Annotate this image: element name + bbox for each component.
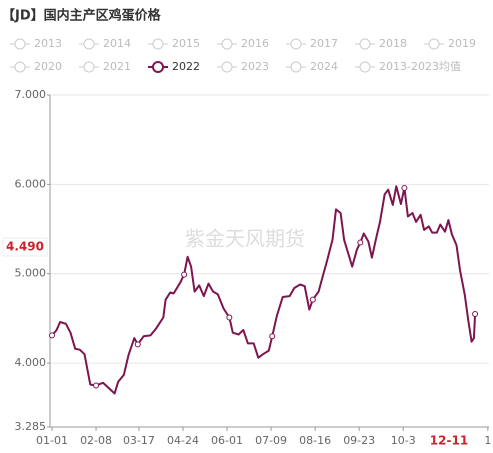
data-point bbox=[309, 296, 316, 303]
legend-marker bbox=[14, 61, 26, 73]
data-point bbox=[181, 271, 188, 278]
legend-label: 2013-2023均值 bbox=[379, 60, 461, 73]
data-point bbox=[401, 184, 408, 191]
cursor-y-label: 4.490 bbox=[6, 240, 44, 254]
cursor-x-box bbox=[429, 433, 469, 449]
data-point bbox=[49, 332, 55, 339]
data-point bbox=[226, 314, 233, 321]
legend-label: 2015 bbox=[172, 37, 200, 50]
data-point bbox=[93, 382, 100, 389]
legend-marker bbox=[290, 38, 302, 50]
legend-label: 2019 bbox=[448, 37, 476, 50]
x-tick-label: 08-16 bbox=[299, 434, 331, 447]
y-tick-label: 5.000 bbox=[15, 267, 47, 280]
x-tick-label: 10-3 bbox=[391, 434, 416, 447]
data-point bbox=[134, 341, 141, 348]
x-tick-label: 1 bbox=[484, 434, 491, 447]
y-tick-label: 3.285 bbox=[15, 420, 47, 433]
y-tick-label: 4.000 bbox=[15, 356, 47, 369]
x-tick-label: 07-09 bbox=[255, 434, 287, 447]
y-tick-label: 7.000 bbox=[15, 88, 47, 101]
legend-label: 2018 bbox=[379, 37, 407, 50]
legend-marker bbox=[14, 38, 26, 50]
legend-label: 2024 bbox=[310, 60, 338, 73]
legend-marker bbox=[290, 61, 302, 73]
y-tick-label: 6.000 bbox=[15, 177, 47, 190]
chart-title: 【JD】国内主产区鸡蛋价格 bbox=[2, 8, 162, 24]
watermark: 紫金天风期货 bbox=[185, 227, 305, 251]
cursor-y-box bbox=[2, 237, 48, 257]
legend-label: 2014 bbox=[103, 37, 131, 50]
legend-marker bbox=[152, 61, 164, 73]
x-tick-label: 09-23 bbox=[343, 434, 375, 447]
x-tick-label: 02-08 bbox=[80, 434, 112, 447]
legend-marker bbox=[428, 38, 440, 50]
x-tick-label: 03-17 bbox=[123, 434, 155, 447]
legend-marker bbox=[83, 38, 95, 50]
data-point bbox=[357, 239, 364, 246]
legend-marker bbox=[152, 38, 164, 50]
legend-label: 2013 bbox=[34, 37, 62, 50]
data-point bbox=[472, 310, 479, 317]
legend-label: 2020 bbox=[34, 60, 62, 73]
legend-marker bbox=[221, 38, 233, 50]
legend-marker bbox=[359, 61, 371, 73]
legend-label: 2022 bbox=[172, 60, 200, 73]
legend-label: 2016 bbox=[241, 37, 269, 50]
legend-label: 2017 bbox=[310, 37, 338, 50]
x-tick-label: 04-24 bbox=[167, 434, 199, 447]
legend-label: 2021 bbox=[103, 60, 131, 73]
data-point bbox=[269, 333, 276, 340]
cursor-x-label: 12-11 bbox=[430, 434, 468, 448]
x-tick-label: 01-01 bbox=[36, 434, 68, 447]
x-tick-label: 06-01 bbox=[211, 434, 243, 447]
data-line bbox=[51, 185, 477, 395]
legend-marker bbox=[221, 61, 233, 73]
legend-marker bbox=[83, 61, 95, 73]
legend-marker bbox=[359, 38, 371, 50]
legend-label: 2023 bbox=[241, 60, 269, 73]
